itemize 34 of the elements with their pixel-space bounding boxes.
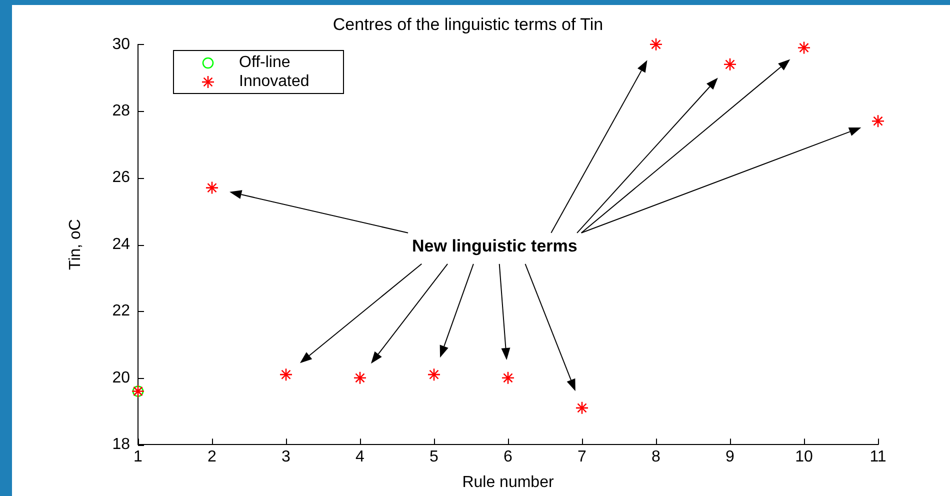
- point: [649, 38, 663, 52]
- y-tick-label: 24: [112, 236, 130, 253]
- x-tick-label: 3: [282, 448, 291, 466]
- y-tick-label: 30: [112, 36, 130, 53]
- x-tick-label: 9: [726, 448, 735, 466]
- y-tick-label: 22: [112, 302, 130, 320]
- x-tick-label: 8: [652, 448, 661, 466]
- y-axis-title: Tin, oC: [67, 219, 84, 270]
- y-tick-label: 18: [112, 436, 130, 454]
- x-tick-label: 10: [795, 448, 813, 466]
- point: [797, 41, 811, 54]
- x-tick-label: 7: [578, 448, 587, 466]
- point: [871, 114, 885, 128]
- x-tick-label: 2: [208, 448, 217, 466]
- y-tick-label: 26: [112, 169, 130, 186]
- chart-title: Centres of the linguistic terms of Tin: [332, 14, 604, 34]
- point: [501, 371, 515, 385]
- point: [575, 401, 589, 415]
- point: [427, 368, 441, 382]
- point: [723, 58, 737, 72]
- x-tick-label: 4: [356, 448, 365, 466]
- point: [279, 368, 293, 382]
- annotation: New linguistic terms: [412, 236, 578, 256]
- legend-label: Off-line: [239, 54, 290, 72]
- x-axis-title: Rule number: [462, 474, 554, 491]
- x-tick-label: 5: [430, 448, 439, 466]
- point: [205, 181, 219, 194]
- x-tick-label: 1: [134, 448, 143, 466]
- y-tick-label: 28: [112, 102, 130, 120]
- legend-label: Innovated: [239, 72, 310, 91]
- point: [353, 371, 367, 385]
- x-tick-label: 11: [870, 448, 886, 466]
- x-tick-label: 6: [504, 448, 513, 466]
- y-tick-label: 20: [112, 369, 130, 386]
